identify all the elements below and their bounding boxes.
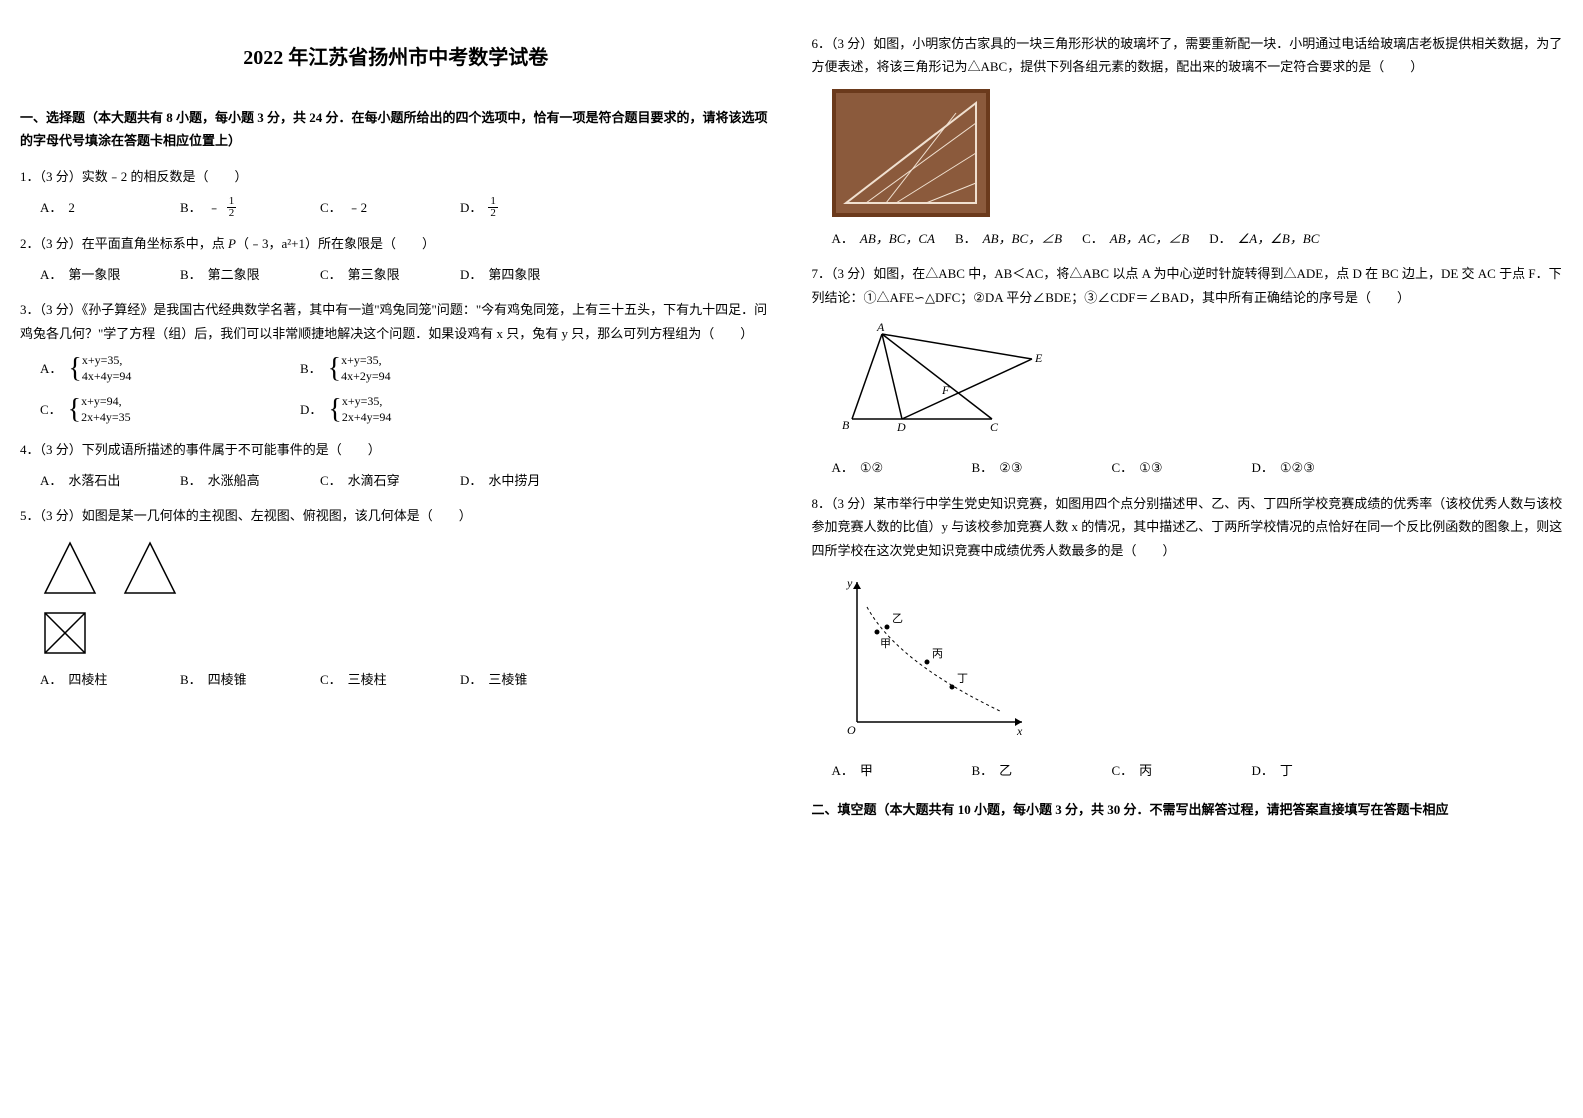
- svg-text:F: F: [941, 383, 950, 397]
- q2-options: A．第一象限 B．第二象限 C．第三象限 D．第四象限: [40, 263, 772, 286]
- q8-figure: 甲 乙 丙 丁 y x O: [832, 572, 1564, 749]
- top-view-icon: [40, 608, 90, 658]
- q8-options: A．甲 B．乙 C．丙 D．丁: [832, 759, 1564, 782]
- q5-opt-b: B．四棱锥: [180, 668, 280, 691]
- q2-opt-b: B．第二象限: [180, 263, 280, 286]
- q3-opt-b: B．{x+y=35,4x+2y=94: [300, 353, 520, 384]
- q5-views: [40, 538, 772, 598]
- q1-a-val: 2: [68, 196, 75, 219]
- q1-c-val: ﹣2: [348, 196, 368, 219]
- q5-opt-c: C．三棱柱: [320, 668, 420, 691]
- svg-text:O: O: [847, 723, 856, 737]
- q5-text: 5．（3 分）如图是某一几何体的主视图、左视图、俯视图，该几何体是（ ）: [20, 504, 772, 527]
- q2-opt-d: D．第四象限: [460, 263, 560, 286]
- svg-text:丙: 丙: [932, 648, 943, 660]
- q1-opt-d: D．12: [460, 196, 560, 219]
- left-view-icon: [120, 538, 180, 598]
- q3-options: A．{x+y=35,4x+4y=94 B．{x+y=35,4x+2y=94 C．…: [40, 353, 772, 425]
- q2-text: 2．（3 分）在平面直角坐标系中，点 P（﹣3，a²+1）所在象限是（ ）: [20, 232, 772, 255]
- furniture-photo: [832, 89, 990, 217]
- q3-text: 3．（3 分）《孙子算经》是我国古代经典数学名著，其中有一道"鸡兔同笼"问题："…: [20, 298, 772, 345]
- q6-text: 6．（3 分）如图，小明家仿古家具的一块三角形形状的玻璃坏了，需要重新配一块．小…: [812, 32, 1564, 79]
- question-1: 1．（3 分）实数﹣2 的相反数是（ ） A．2 B．﹣12 C．﹣2 D．12: [20, 165, 772, 220]
- q4-opt-b: B．水涨船高: [180, 469, 280, 492]
- q6-opt-b: B．AB，BC，∠B: [955, 227, 1062, 250]
- q6-opt-a: A．AB，BC，CA: [832, 227, 936, 250]
- exam-title: 2022 年江苏省扬州市中考数学试卷: [20, 40, 772, 76]
- q7-options: A．①② B．②③ C．①③ D．①②③: [832, 456, 1564, 479]
- q7-opt-a: A．①②: [832, 456, 932, 479]
- q8-opt-c: C．丙: [1112, 759, 1212, 782]
- svg-text:A: A: [876, 320, 885, 334]
- svg-text:乙: 乙: [892, 612, 903, 625]
- q7-figure: A B C D E F: [832, 319, 1564, 446]
- question-7: 7．（3 分）如图，在△ABC 中，AB＜AC，将△ABC 以点 A 为中心逆时…: [812, 262, 1564, 480]
- section-2-header: 二、填空题（本大题共有 10 小题，每小题 3 分，共 30 分．不需写出解答过…: [812, 798, 1564, 821]
- q1-opt-a: A．2: [40, 196, 140, 219]
- left-column: 2022 年江苏省扬州市中考数学试卷 一、选择题（本大题共有 8 小题，每小题 …: [20, 20, 772, 831]
- q7-opt-b: B．②③: [972, 456, 1072, 479]
- q7-opt-c: C．①③: [1112, 456, 1212, 479]
- q5-opt-a: A．四棱柱: [40, 668, 140, 691]
- q7-text: 7．（3 分）如图，在△ABC 中，AB＜AC，将△ABC 以点 A 为中心逆时…: [812, 262, 1564, 309]
- right-column: 6．（3 分）如图，小明家仿古家具的一块三角形形状的玻璃坏了，需要重新配一块．小…: [812, 20, 1564, 831]
- q5-top-view: [40, 608, 772, 658]
- svg-text:C: C: [990, 420, 999, 434]
- question-6: 6．（3 分）如图，小明家仿古家具的一块三角形形状的玻璃坏了，需要重新配一块．小…: [812, 32, 1564, 250]
- q1-options: A．2 B．﹣12 C．﹣2 D．12: [40, 196, 772, 219]
- q1-opt-c: C．﹣2: [320, 196, 420, 219]
- q3-opt-d: D．{x+y=35,2x+4y=94: [300, 394, 520, 425]
- q1-text: 1．（3 分）实数﹣2 的相反数是（ ）: [20, 165, 772, 188]
- q8-opt-d: D．丁: [1252, 759, 1352, 782]
- question-4: 4．（3 分）下列成语所描述的事件属于不可能事件的是（ ） A．水落石出 B．水…: [20, 438, 772, 493]
- question-5: 5．（3 分）如图是某一几何体的主视图、左视图、俯视图，该几何体是（ ）: [20, 504, 772, 691]
- q8-opt-b: B．乙: [972, 759, 1072, 782]
- svg-text:D: D: [896, 420, 906, 434]
- q1-opt-b: B．﹣12: [180, 196, 280, 219]
- q2-opt-c: C．第三象限: [320, 263, 420, 286]
- svg-text:B: B: [842, 418, 850, 432]
- svg-text:甲: 甲: [880, 638, 891, 650]
- question-2: 2．（3 分）在平面直角坐标系中，点 P（﹣3，a²+1）所在象限是（ ） A．…: [20, 232, 772, 287]
- front-view-icon: [40, 538, 100, 598]
- q4-options: A．水落石出 B．水涨船高 C．水滴石穿 D．水中捞月: [40, 469, 772, 492]
- q6-opt-d: D．∠A，∠B，BC: [1209, 227, 1319, 250]
- svg-text:x: x: [1016, 724, 1023, 738]
- q7-opt-d: D．①②③: [1252, 456, 1352, 479]
- q8-text: 8．（3 分）某市举行中学生党史知识竞赛，如图用四个点分别描述甲、乙、丙、丁四所…: [812, 492, 1564, 562]
- q6-opt-c: C．AB，AC，∠B: [1082, 227, 1189, 250]
- svg-text:E: E: [1034, 351, 1043, 365]
- q4-opt-d: D．水中捞月: [460, 469, 560, 492]
- exam-page: 2022 年江苏省扬州市中考数学试卷 一、选择题（本大题共有 8 小题，每小题 …: [20, 20, 1563, 831]
- q5-options: A．四棱柱 B．四棱锥 C．三棱柱 D．三棱锥: [40, 668, 772, 691]
- svg-text:y: y: [846, 576, 853, 590]
- section-1-header: 一、选择题（本大题共有 8 小题，每小题 3 分，共 24 分．在每小题所给出的…: [20, 106, 772, 153]
- q4-text: 4．（3 分）下列成语所描述的事件属于不可能事件的是（ ）: [20, 438, 772, 461]
- q3-opt-c: C．{x+y=94,2x+4y=35: [40, 394, 260, 425]
- q4-opt-c: C．水滴石穿: [320, 469, 420, 492]
- q1-b-pre: ﹣: [208, 196, 221, 219]
- svg-text:丁: 丁: [957, 673, 968, 685]
- q4-opt-a: A．水落石出: [40, 469, 140, 492]
- q1-d-frac: 12: [488, 196, 498, 219]
- question-8: 8．（3 分）某市举行中学生党史知识竞赛，如图用四个点分别描述甲、乙、丙、丁四所…: [812, 492, 1564, 783]
- question-3: 3．（3 分）《孙子算经》是我国古代经典数学名著，其中有一道"鸡兔同笼"问题："…: [20, 298, 772, 425]
- q5-opt-d: D．三棱锥: [460, 668, 560, 691]
- q8-opt-a: A．甲: [832, 759, 932, 782]
- q1-b-frac: 12: [227, 196, 237, 219]
- q3-opt-a: A．{x+y=35,4x+4y=94: [40, 353, 260, 384]
- q6-options: A．AB，BC，CA B．AB，BC，∠B C．AB，AC，∠B D．∠A，∠B…: [832, 227, 1564, 250]
- q2-opt-a: A．第一象限: [40, 263, 140, 286]
